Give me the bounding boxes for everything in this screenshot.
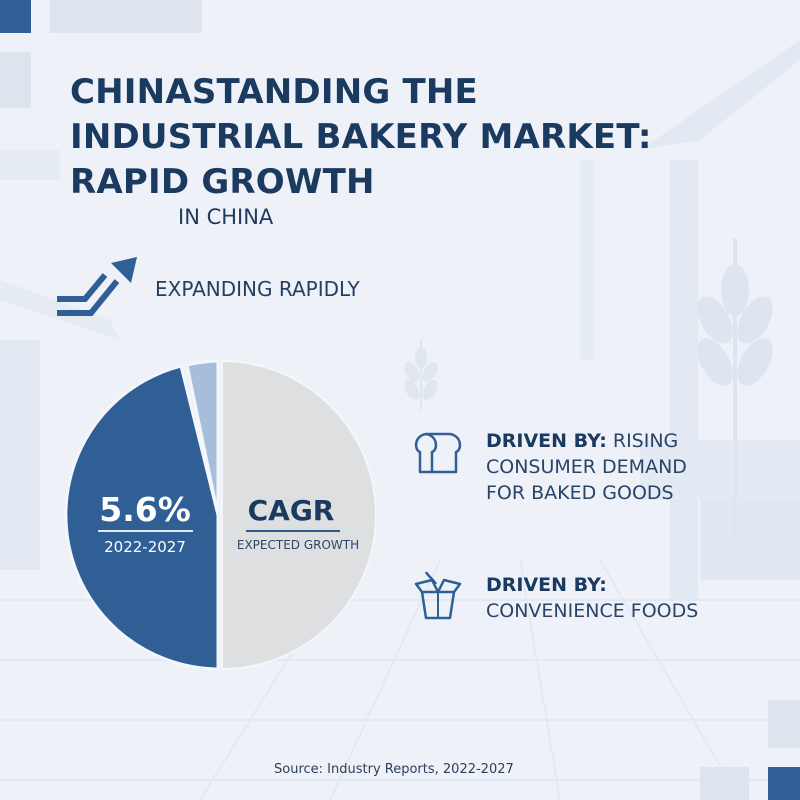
title-line-3: RAPID GROWTH — [70, 162, 375, 202]
trend-row: EXPANDING RAPIDLY — [55, 255, 360, 323]
corner-square-gray — [700, 767, 749, 800]
title-line-1: CHINASTANDING THE — [70, 72, 478, 112]
pie-chart — [64, 359, 377, 671]
corner-square-blue — [768, 767, 800, 800]
corner-square-gray — [0, 52, 31, 108]
driver-label: DRIVEN BY: — [486, 430, 607, 452]
page-title: CHINASTANDING THE INDUSTRIAL BAKERY MARK… — [70, 70, 652, 205]
trend-up-arrow-icon — [55, 255, 139, 323]
pie-value-divider — [98, 530, 193, 532]
driver-text: DRIVEN BY: CONVENIENCE FOODS — [486, 570, 698, 626]
pie-expected-label: EXPECTED GROWTH — [236, 538, 360, 552]
pie-value-label: 5.6% — [99, 490, 191, 529]
pie-slice-cagr — [221, 359, 377, 671]
driver-desc: RISING — [606, 430, 679, 452]
pie-slice-other — [185, 359, 220, 516]
bread-icon — [412, 428, 464, 506]
takeout-box-icon — [412, 570, 464, 626]
corner-square-gray — [50, 0, 202, 33]
pie-cagr-divider — [246, 530, 340, 532]
source-note: Source: Industry Reports, 2022-2027 — [274, 762, 514, 777]
driver-label: DRIVEN BY: — [486, 574, 607, 596]
trend-label: EXPANDING RAPIDLY — [155, 277, 360, 301]
title-line-2: INDUSTRIAL BAKERY MARKET: — [70, 117, 652, 157]
driver-item-convenience-foods: DRIVEN BY: CONVENIENCE FOODS — [412, 570, 698, 626]
pie-period-label: 2022-2027 — [104, 538, 186, 556]
driver-desc: CONVENIENCE FOODS — [486, 600, 699, 622]
corner-square-gray — [768, 700, 800, 748]
pie-slice-value — [64, 364, 220, 671]
driver-item-consumer-demand: DRIVEN BY: RISING CONSUMER DEMAND FOR BA… — [412, 428, 687, 506]
page-subtitle: IN CHINA — [178, 205, 274, 229]
driver-text: DRIVEN BY: RISING CONSUMER DEMAND FOR BA… — [486, 428, 687, 506]
corner-square-blue — [0, 0, 31, 33]
pie-cagr-label: CAGR — [247, 494, 335, 527]
driver-desc: FOR BAKED GOODS — [486, 482, 674, 504]
driver-desc: CONSUMER DEMAND — [486, 456, 687, 478]
